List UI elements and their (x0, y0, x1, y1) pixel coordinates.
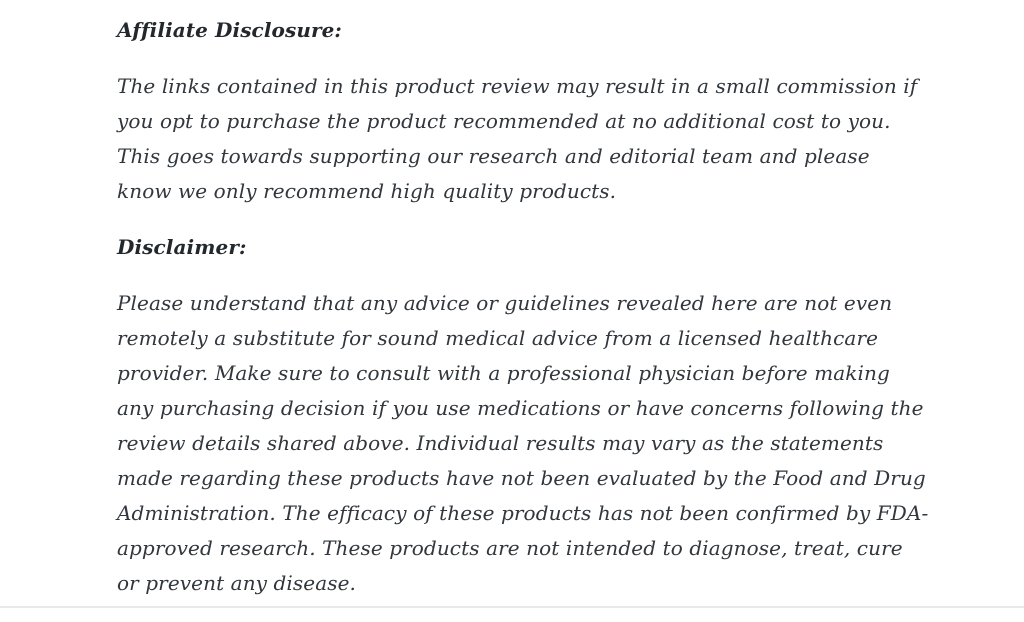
disclaimer-heading: Disclaimer: (117, 235, 247, 259)
bottom-divider (0, 606, 1024, 608)
disclaimer-paragraph: Please understand that any advice or gui… (117, 291, 929, 595)
article-body: Affiliate Disclosure: The links containe… (117, 13, 929, 622)
affiliate-disclosure-paragraph: The links contained in this product revi… (117, 74, 918, 203)
affiliate-disclosure-heading: Affiliate Disclosure: (117, 18, 342, 42)
